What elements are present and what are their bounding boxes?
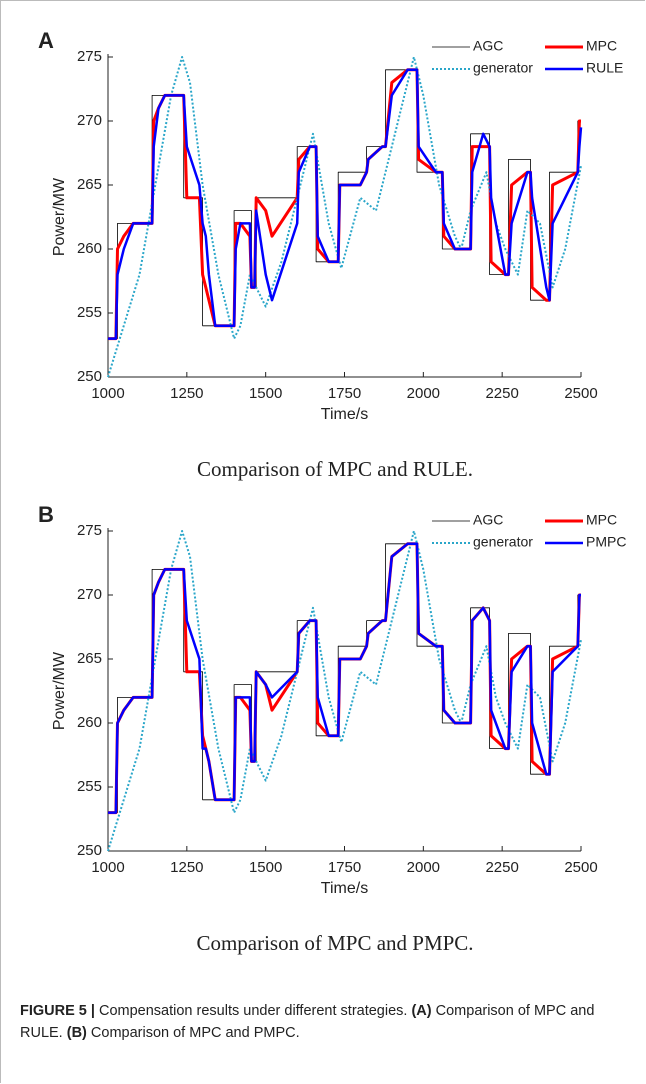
x-axis-label: Time/s xyxy=(321,880,368,897)
y-tick-label: 250 xyxy=(77,842,102,859)
x-tick-label: 2000 xyxy=(407,859,440,876)
caption-part-label: (A) xyxy=(411,1003,432,1019)
series-line xyxy=(108,542,581,815)
caption-text: Compensation results under different str… xyxy=(99,1003,408,1019)
series-line xyxy=(107,56,582,378)
legend-label: MPC xyxy=(586,512,617,528)
legend-label: RULE xyxy=(586,60,623,76)
x-tick-label: 1000 xyxy=(91,385,124,402)
x-tick-label: 1750 xyxy=(328,859,361,876)
y-tick-label: 275 xyxy=(77,522,102,539)
series-line xyxy=(108,542,581,814)
caption-part-text: Comparison of MPC and PMPC. xyxy=(90,1025,300,1041)
y-axis-label: Power/MW xyxy=(51,651,68,730)
y-tick-label: 255 xyxy=(77,304,102,321)
x-tick-label: 1500 xyxy=(249,385,282,402)
y-tick-label: 260 xyxy=(77,240,102,257)
legend-label: PMPC xyxy=(586,534,626,550)
y-tick-label: 270 xyxy=(77,112,102,129)
y-tick-label: 260 xyxy=(77,714,102,731)
x-tick-label: 2250 xyxy=(485,859,518,876)
y-tick-label: 265 xyxy=(77,176,102,193)
y-tick-label: 275 xyxy=(77,48,102,65)
series-line xyxy=(107,530,582,852)
panel-label: A xyxy=(38,28,54,53)
x-tick-label: 1250 xyxy=(170,859,203,876)
x-axis-label: Time/s xyxy=(321,406,368,423)
legend-label: AGC xyxy=(473,38,503,54)
y-tick-label: 270 xyxy=(77,586,102,603)
series-line xyxy=(108,68,583,340)
x-tick-label: 1500 xyxy=(249,859,282,876)
x-tick-label: 2000 xyxy=(407,385,440,402)
x-tick-label: 1250 xyxy=(170,385,203,402)
caption-label: FIGURE 5 | xyxy=(20,1003,95,1019)
caption-part-text: Comparison of MPC and RULE. xyxy=(20,1003,595,1041)
figure: A 250 255 260 265 270 275 1000 1250 1500 1750 2000 2… xyxy=(38,28,626,955)
y-axis-label: Power/MW xyxy=(51,177,68,256)
legend-label: MPC xyxy=(586,38,617,54)
legend-label: generator xyxy=(473,534,533,550)
panel-label: B xyxy=(38,502,54,527)
y-tick-label: 255 xyxy=(77,778,102,795)
panel-subtitle: Comparison of MPC and PMPC. xyxy=(196,931,473,955)
panel-subtitle: Comparison of MPC and RULE. xyxy=(197,457,473,481)
series-line xyxy=(108,68,581,341)
x-tick-label: 2500 xyxy=(564,385,597,402)
y-tick-label: 250 xyxy=(77,368,102,385)
x-tick-label: 1750 xyxy=(328,385,361,402)
legend-label: generator xyxy=(473,60,533,76)
x-tick-label: 2250 xyxy=(485,385,518,402)
y-tick-label: 265 xyxy=(77,650,102,667)
caption-part-label: (B) xyxy=(66,1025,87,1041)
legend-label: AGC xyxy=(473,512,503,528)
x-tick-label: 2500 xyxy=(564,859,597,876)
figure-caption: FIGURE 5 | Compensation results under di… xyxy=(20,1000,626,1044)
x-tick-label: 1000 xyxy=(91,859,124,876)
